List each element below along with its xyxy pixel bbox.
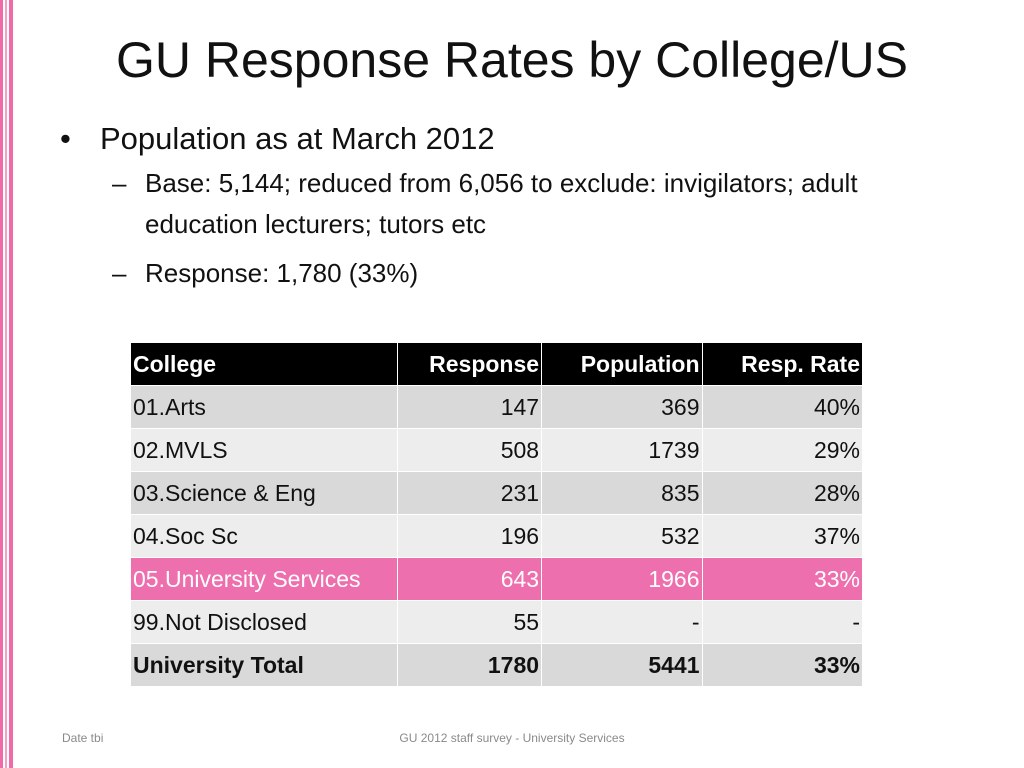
cell-resp-rate: 33% (702, 644, 863, 687)
cell-resp-rate: 40% (702, 386, 863, 429)
cell-resp-rate: 33% (702, 558, 863, 601)
bullet-item-population: • Population as at March 2012 (58, 118, 958, 160)
header-response: Response (397, 343, 543, 386)
cell-population: - (542, 601, 703, 644)
dash-icon: – (112, 168, 127, 198)
cell-resp-rate: 37% (702, 515, 863, 558)
cell-response: 643 (397, 558, 543, 601)
left-accent-stripe-thin (5, 0, 7, 768)
bullet-dot-icon: • (60, 121, 71, 156)
cell-resp-rate: 29% (702, 429, 863, 472)
cell-population: 5441 (542, 644, 703, 687)
dash-icon: – (112, 258, 127, 288)
cell-college: 05.University Services (131, 558, 398, 601)
sub-bullet-base: – Base: 5,144; reduced from 6,056 to exc… (100, 163, 958, 245)
table-row: 03.Science & Eng 231 835 28% (131, 472, 863, 515)
bullet-text: Population as at March 2012 (100, 121, 495, 156)
cell-response: 147 (397, 386, 543, 429)
left-accent-stripe-inner (9, 0, 13, 768)
header-college: College (131, 343, 398, 386)
cell-population: 532 (542, 515, 703, 558)
table-row: 01.Arts 147 369 40% (131, 386, 863, 429)
cell-population: 835 (542, 472, 703, 515)
bullet-list: • Population as at March 2012 – Base: 5,… (58, 118, 958, 294)
table-row: 02.MVLS 508 1739 29% (131, 429, 863, 472)
sub-bullet-text: Response: 1,780 (33%) (145, 258, 419, 288)
cell-college: University Total (131, 644, 398, 687)
college-response-table: College Response Population Resp. Rate 0… (131, 343, 863, 687)
table-total-row: University Total 1780 5441 33% (131, 644, 863, 687)
cell-college: 03.Science & Eng (131, 472, 398, 515)
cell-response: 1780 (397, 644, 543, 687)
header-population: Population (542, 343, 703, 386)
cell-population: 1966 (542, 558, 703, 601)
cell-response: 231 (397, 472, 543, 515)
cell-college: 02.MVLS (131, 429, 398, 472)
cell-response: 196 (397, 515, 543, 558)
footer-date: Date tbi (62, 731, 104, 745)
cell-population: 369 (542, 386, 703, 429)
cell-resp-rate: - (702, 601, 863, 644)
header-resp-rate: Resp. Rate (702, 343, 863, 386)
table-row: 99.Not Disclosed 55 - - (131, 601, 863, 644)
cell-response: 508 (397, 429, 543, 472)
table-row: 04.Soc Sc 196 532 37% (131, 515, 863, 558)
cell-population: 1739 (542, 429, 703, 472)
cell-college: 99.Not Disclosed (131, 601, 398, 644)
sub-bullet-text: Base: 5,144; reduced from 6,056 to exclu… (145, 168, 858, 239)
table-row-highlighted: 05.University Services 643 1966 33% (131, 558, 863, 601)
footer-caption: GU 2012 staff survey - University Servic… (399, 731, 625, 745)
table-header-row: College Response Population Resp. Rate (131, 343, 863, 386)
cell-response: 55 (397, 601, 543, 644)
sub-bullet-response: – Response: 1,780 (33%) (100, 253, 958, 294)
cell-college: 04.Soc Sc (131, 515, 398, 558)
left-accent-stripe (0, 0, 3, 768)
cell-resp-rate: 28% (702, 472, 863, 515)
cell-college: 01.Arts (131, 386, 398, 429)
slide-title: GU Response Rates by College/US (115, 32, 909, 88)
